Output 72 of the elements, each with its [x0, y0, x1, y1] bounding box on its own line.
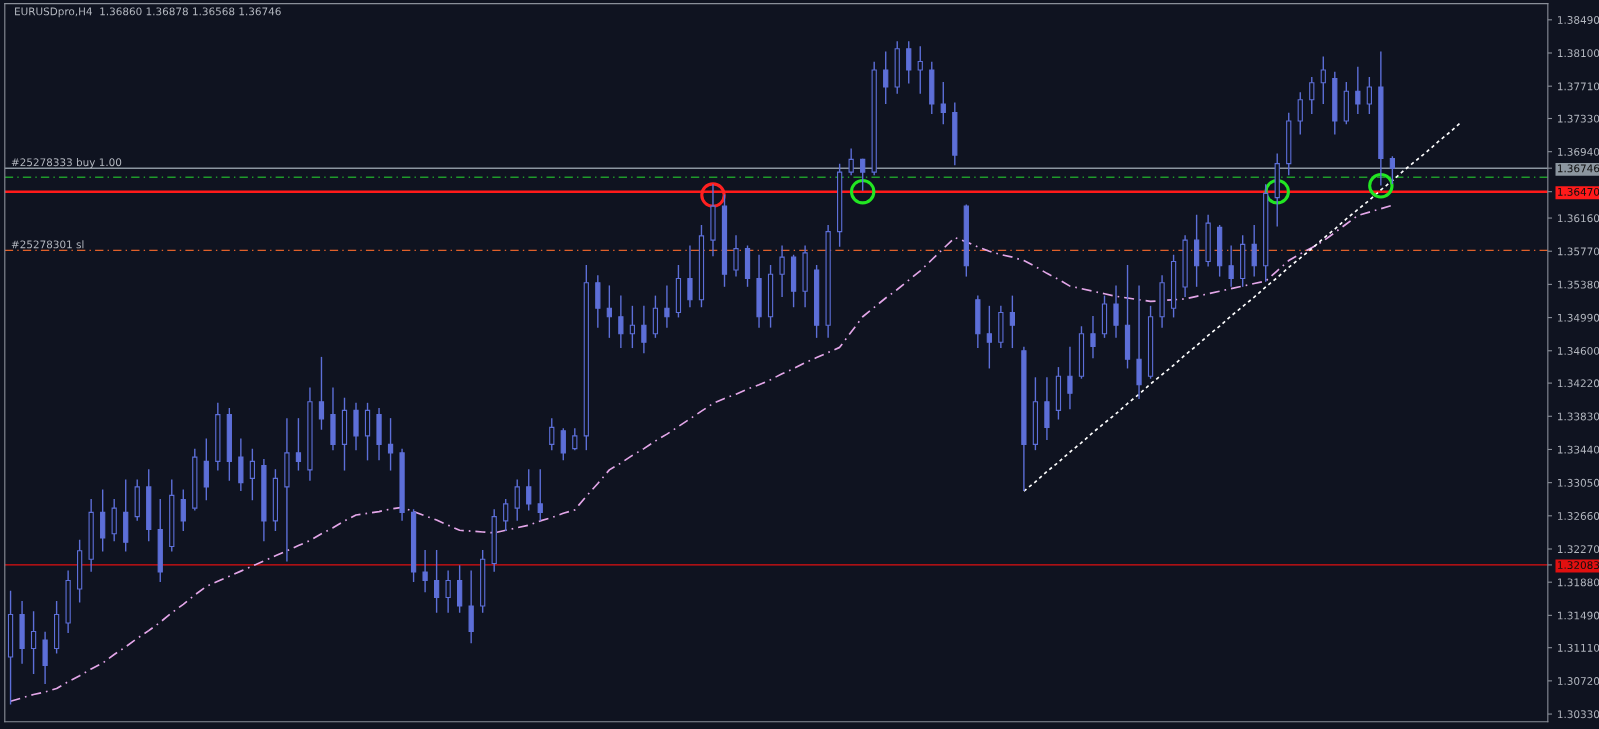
candlestick: [1389, 156, 1396, 185]
ref-line-label: #25278301 sl: [11, 240, 84, 249]
candlestick: [1251, 225, 1257, 277]
y-tick-label: 1.34220: [1558, 379, 1599, 388]
candlestick: [30, 611, 37, 674]
y-tick-label: 1.32270: [1558, 545, 1599, 554]
y-tick-label: 1.36160: [1558, 214, 1599, 223]
candlestick: [664, 285, 670, 328]
candlestick: [549, 418, 555, 451]
ref-line-label: #25278333 buy 1.00: [11, 158, 122, 169]
line-series: [9, 204, 1394, 703]
candlestick: [1320, 56, 1326, 104]
y-tick-label: 1.34600: [1558, 346, 1599, 355]
candlestick: [1113, 285, 1119, 338]
candlestick: [917, 46, 923, 94]
candlestick: [906, 41, 912, 84]
candlestick: [514, 479, 520, 521]
candlestick: [629, 305, 636, 349]
y-tick-label: 1.31110: [1558, 643, 1599, 652]
candlestick: [618, 295, 624, 349]
candlestick: [433, 550, 440, 613]
candlestick: [422, 550, 428, 593]
y-tick-label: 1.33830: [1558, 412, 1599, 421]
candlestick: [1090, 316, 1096, 359]
y-tick-label: 1.35770: [1558, 247, 1599, 256]
candlestick: [572, 428, 578, 451]
y-tick-label: 1.37710: [1558, 82, 1599, 91]
candlestick: [318, 356, 325, 430]
y-tick-label: 1.34990: [1558, 313, 1599, 322]
y-tick-label: 1.33050: [1558, 478, 1599, 487]
y-tick-label: 1.36470: [1558, 187, 1599, 196]
candlestick: [387, 418, 394, 471]
candlestick: [503, 498, 509, 531]
candlestick: [560, 428, 566, 461]
chart-title: EURUSDpro,H4 1.36860 1.36878 1.36568 1.36746: [15, 7, 281, 18]
candlestick: [249, 448, 256, 501]
candlestick: [295, 418, 302, 471]
candlestick: [1067, 346, 1073, 410]
candlestick: [986, 305, 992, 369]
candlestick: [526, 469, 532, 511]
candlestick: [883, 51, 889, 104]
y-tick-label: 1.33440: [1558, 445, 1599, 454]
candlestick: [641, 305, 647, 354]
y-tick-label: 1.30330: [1558, 710, 1599, 719]
candlestick: [940, 82, 946, 125]
y-tick-label: 1.32660: [1558, 512, 1599, 520]
candlestick: [733, 235, 739, 277]
candlestick: [1355, 66, 1361, 115]
y-tick-label: 1.36940: [1558, 147, 1599, 156]
candlestick: [860, 158, 866, 191]
candlestick: [1366, 76, 1372, 115]
candlestick: [779, 245, 785, 298]
y-tick-label: 1.32083: [1558, 561, 1599, 570]
line-series: [1023, 121, 1463, 492]
candlestick: [606, 285, 612, 338]
y-tick-label: 1.31490: [1558, 611, 1599, 620]
y-tick-label: 1.37330: [1558, 114, 1599, 123]
candlestick: [1297, 92, 1303, 135]
y-tick-label: 1.38100: [1558, 49, 1599, 58]
candlestick: [1228, 245, 1234, 287]
candlestick: [445, 570, 451, 613]
candlestick: [1009, 295, 1016, 349]
candlestick: [537, 469, 543, 521]
y-tick-label: 1.30720: [1558, 677, 1599, 685]
y-tick-label: 1.31880: [1558, 578, 1599, 587]
candlestick: [687, 245, 693, 308]
candlestick: [1309, 76, 1315, 115]
y-tick-label: 1.38490: [1558, 16, 1599, 24]
candlestick: [848, 148, 854, 176]
y-tick-label: 1.36746: [1558, 164, 1599, 173]
y-tick-label: 1.35380: [1558, 280, 1599, 289]
candlestick: [180, 489, 186, 531]
